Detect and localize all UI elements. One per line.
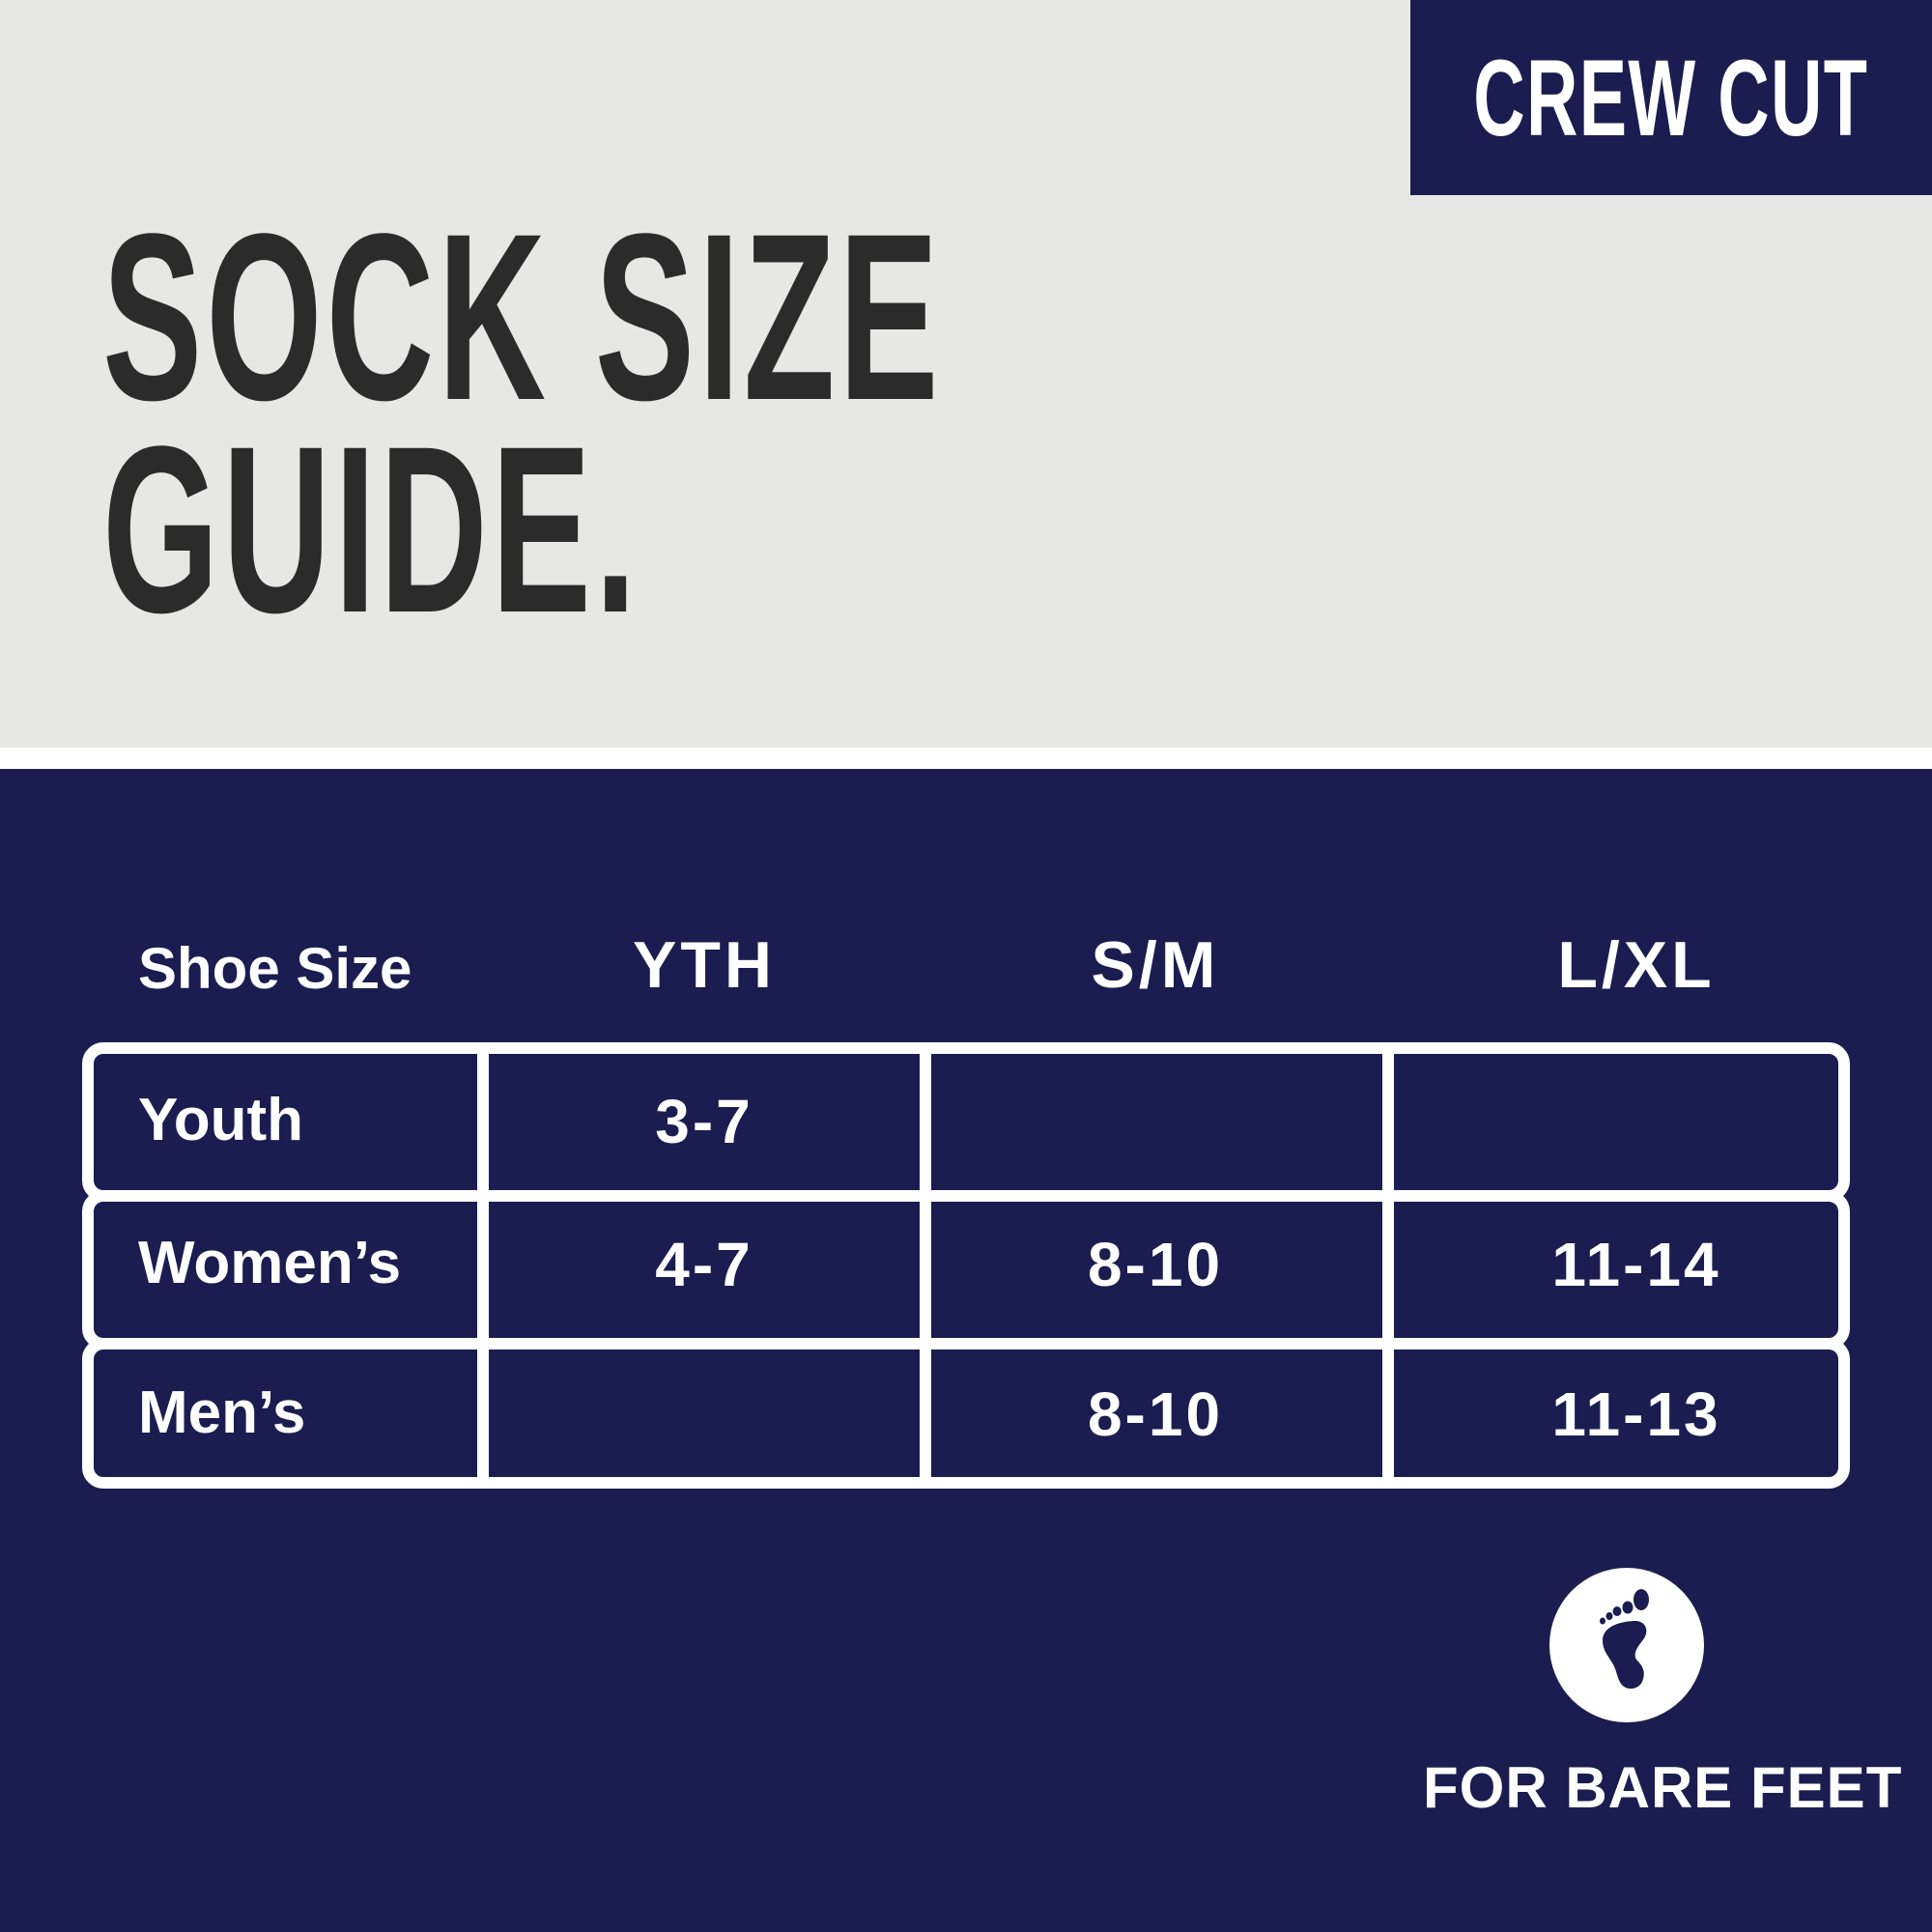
column-divider	[1382, 1042, 1394, 1489]
column-divider	[920, 1042, 931, 1489]
cell-womens-lxl: 11-14	[1551, 1230, 1721, 1299]
row-label-youth: Youth	[138, 1087, 304, 1153]
cell-womens-yth: 4-7	[655, 1230, 753, 1299]
header-lxl: L/XL	[1557, 928, 1716, 1002]
header-sm: S/M	[1091, 928, 1220, 1002]
page-title-line2: GUIDE.	[102, 397, 640, 663]
column-divider	[477, 1042, 489, 1489]
table-row-mens	[82, 1338, 1850, 1489]
page-title-line1: SOCK SIZE	[102, 185, 943, 450]
bare-foot-icon	[1549, 1568, 1704, 1722]
table-row-youth	[82, 1042, 1850, 1202]
table-panel	[0, 769, 1932, 1932]
row-label-mens: Men’s	[138, 1379, 306, 1446]
header-shoe-size: Shoe Size	[138, 936, 412, 1001]
crew-cut-badge: CREW CUT	[1410, 0, 1932, 195]
for-bare-feet-label: FOR BARE FEET	[1423, 1755, 1903, 1820]
row-label-womens: Women’s	[138, 1230, 402, 1296]
cell-mens-sm: 8-10	[1087, 1379, 1224, 1449]
cell-youth-yth: 3-7	[655, 1087, 753, 1156]
cell-mens-lxl: 11-13	[1551, 1379, 1721, 1449]
badge-text: CREW CUT	[1473, 37, 1869, 158]
cell-womens-sm: 8-10	[1087, 1230, 1224, 1299]
header-yth: YTH	[633, 928, 776, 1002]
